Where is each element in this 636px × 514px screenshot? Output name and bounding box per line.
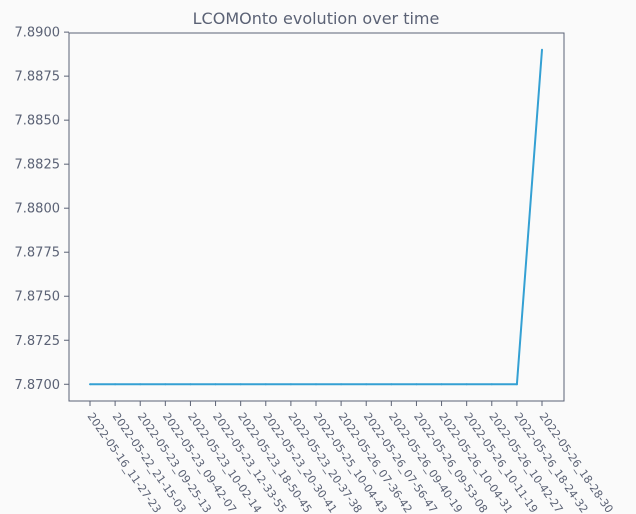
y-tick-label: 7.8800 xyxy=(15,202,61,217)
data-point xyxy=(415,383,418,386)
y-tick-label: 7.8900 xyxy=(15,26,61,41)
data-point xyxy=(239,383,242,386)
data-point xyxy=(289,383,292,386)
data-point xyxy=(139,383,142,386)
data-point xyxy=(315,383,317,386)
data-point xyxy=(189,383,192,386)
y-tick-label: 7.8875 xyxy=(15,70,61,85)
data-point xyxy=(390,383,393,386)
y-tick-label: 7.8825 xyxy=(15,158,61,173)
data-point xyxy=(541,48,543,51)
x-axis: 2022-05-16_11-27-232022-05-22_21-15-0320… xyxy=(85,401,616,514)
plot-area xyxy=(68,32,565,402)
y-tick-label: 7.8700 xyxy=(15,378,61,393)
y-tick-label: 7.8750 xyxy=(15,290,61,305)
data-point xyxy=(515,383,518,386)
plot-frame xyxy=(68,32,565,402)
y-axis: 7.8700 7.8725 7.8750 7.8775 7.8800 7.8825 7.88… xyxy=(15,26,69,393)
data-point xyxy=(440,383,443,386)
data-point xyxy=(214,383,217,386)
data-point xyxy=(89,383,91,386)
data-point xyxy=(365,383,368,386)
data-point xyxy=(465,383,468,386)
series-line xyxy=(90,49,543,386)
data-point xyxy=(490,383,493,386)
data-point xyxy=(164,383,167,386)
y-tick-label: 7.8725 xyxy=(15,334,61,349)
data-point xyxy=(114,383,117,386)
data-point xyxy=(340,383,343,386)
chart-title: LCOMOnto evolution over time xyxy=(193,9,440,28)
y-tick-label: 7.8850 xyxy=(15,114,61,129)
data-point xyxy=(264,383,267,386)
y-tick-label: 7.8775 xyxy=(15,246,61,261)
series-layer xyxy=(89,48,543,386)
